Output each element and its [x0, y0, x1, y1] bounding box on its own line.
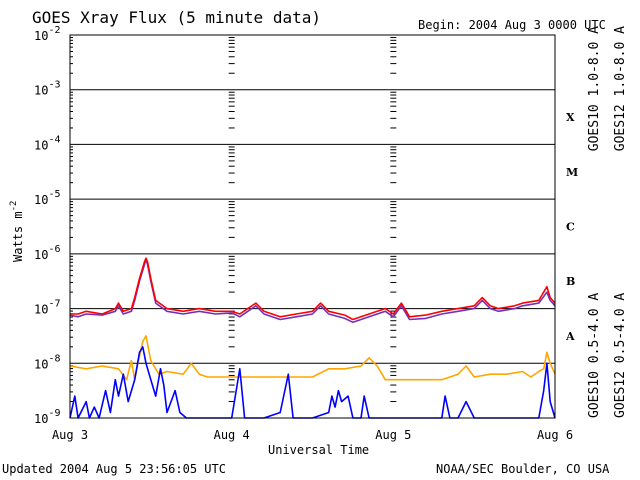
day-tick-marks: [70, 37, 397, 403]
legend-entry: GOES10 0.5-4.0 A: [587, 293, 602, 418]
flare-class-label: X: [566, 111, 575, 124]
series-line: [70, 257, 556, 321]
legend: GOES10 1.0-8.0 A GOES12 1.0-8.0 A GOES10 0…: [587, 26, 628, 418]
y-tick-label: 10-9: [34, 408, 61, 426]
y-tick-labels: 10-9 10-8 10-7 10-6 10-5 10-4 10-3 10-2: [34, 25, 61, 426]
chart-title: GOES Xray Flux (5 minute data): [32, 8, 321, 27]
flare-class-labels: A B C M X: [565, 111, 578, 343]
flare-class-label: A: [565, 330, 575, 343]
y-tick-label: 10-6: [34, 244, 61, 262]
grid-lines: [70, 89, 555, 364]
legend-entry: GOES12 1.0-8.0 A: [613, 26, 628, 151]
x-tick-label: Aug 5: [375, 428, 411, 442]
x-tick-label: Aug 4: [214, 428, 250, 442]
y-axis-label: Watts m-2: [9, 201, 25, 262]
series-line: [69, 335, 556, 381]
x-tick-labels: Aug 3 Aug 4 Aug 5 Aug 6: [52, 428, 573, 442]
x-tick-label: Aug 3: [52, 428, 88, 442]
y-tick-label: 10-7: [34, 299, 61, 317]
y-tick-label: 10-3: [34, 80, 61, 98]
flare-class-label: M: [566, 166, 578, 179]
legend-entry: GOES12 0.5-4.0 A: [613, 293, 628, 418]
x-tick-label: Aug 6: [537, 428, 573, 442]
x-axis-label: Universal Time: [268, 443, 369, 457]
flare-class-label: B: [566, 275, 575, 288]
legend-entry: GOES10 1.0-8.0 A: [587, 26, 602, 151]
series-line: [69, 346, 556, 419]
y-tick-label: 10-2: [34, 25, 61, 43]
begin-label: Begin: 2004 Aug 3 0000 UTC: [418, 18, 606, 32]
y-tick-label: 10-4: [34, 134, 61, 152]
flare-class-label: C: [566, 221, 575, 234]
y-tick-label: 10-8: [34, 353, 61, 371]
y-tick-label: 10-5: [34, 189, 61, 207]
source-credit: NOAA/SEC Boulder, CO USA: [436, 462, 610, 476]
plot-frame: [69, 34, 556, 419]
data-series: [69, 257, 556, 419]
updated-timestamp: Updated 2004 Aug 5 23:56:05 UTC: [2, 462, 226, 476]
